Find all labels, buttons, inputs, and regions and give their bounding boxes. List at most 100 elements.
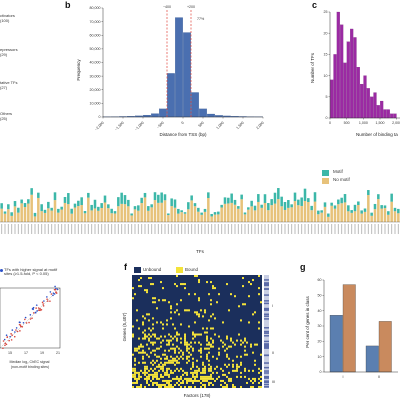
heatmap-cell-bound: [198, 315, 200, 318]
heatmap-cell-bound: [160, 321, 162, 324]
bar-no-motif: [123, 204, 127, 222]
tf-tick-label: [294, 224, 296, 234]
cluster-bar-stripe: [264, 362, 269, 364]
bar-no-motif: [270, 205, 273, 222]
heatmap-cell-bound: [172, 343, 174, 346]
heatmap-cell-bound: [170, 339, 172, 342]
heatmap-cell-bound: [144, 317, 146, 320]
heatmap-cell-bound: [198, 313, 200, 316]
heatmap-cell-bound: [146, 381, 148, 384]
bar-motif: [163, 194, 167, 201]
heatmap-cell-bound: [204, 365, 206, 368]
bar-no-motif: [303, 201, 307, 222]
heatmap-cell-bound: [168, 367, 170, 370]
heatmap-cell-bound: [164, 383, 166, 386]
bar-motif: [390, 193, 393, 202]
histogram-bar: [343, 62, 347, 119]
heatmap-cell-bound: [146, 365, 148, 368]
cluster-bar-stripe: [264, 381, 269, 384]
tf-tick-label: [254, 224, 256, 234]
scatter-point: [40, 308, 43, 311]
bar-no-motif: [307, 202, 310, 222]
y-tick-label: 25: [324, 10, 328, 14]
tf-tick-label: [14, 224, 16, 234]
tf-tick-label: [317, 224, 319, 234]
tf-tick-label: [257, 224, 259, 234]
bar-motif: [220, 204, 223, 208]
bar-no-motif: [103, 202, 107, 222]
tf-tick-label: [207, 224, 209, 234]
heatmap-cell-bound: [136, 377, 138, 380]
legend-swatch-motif: [322, 170, 329, 176]
panel-c-ylabel: Number of TFs: [310, 52, 315, 83]
y-tick-label: 80,000: [90, 6, 101, 10]
bar-no-motif: [363, 211, 367, 222]
bar-motif: [20, 199, 23, 204]
heatmap-cell-bound: [152, 327, 154, 330]
x-tick-label: −2,000: [94, 121, 105, 132]
bar-motif: [280, 196, 283, 207]
heatmap-cell-bound: [158, 383, 160, 386]
heatmap-cell-bound: [134, 363, 136, 366]
bar-no-motif: [387, 214, 390, 222]
cluster-bar-stripe: [264, 300, 269, 302]
tf-tick-label: [37, 224, 39, 234]
cluster-bar-stripe: [264, 375, 269, 378]
heatmap-cell-bound: [170, 317, 172, 320]
heatmap-cell-bound: [158, 369, 160, 372]
heatmap-cell-bound: [182, 353, 184, 356]
tf-tick-label: [324, 224, 326, 234]
heatmap-cell-bound: [160, 373, 162, 376]
bar-motif: [37, 192, 40, 198]
tf-tick-label: [17, 224, 19, 234]
histogram-bar: [353, 37, 357, 119]
scatter-point: [21, 325, 24, 328]
heatmap-cell-bound: [214, 367, 216, 370]
bar-no-motif: [217, 214, 220, 222]
heatmap-cell-bound: [188, 325, 190, 328]
bar-motif: [363, 208, 367, 212]
heatmap-cell-bound: [222, 379, 224, 382]
heatmap-cell-bound: [152, 349, 154, 352]
bar-motif: [217, 211, 220, 215]
panel-label-f: f: [124, 262, 127, 272]
heatmap-cell-bound: [226, 335, 228, 338]
heatmap-cell-bound: [152, 301, 154, 304]
heatmap-cell-bound: [168, 379, 170, 382]
bar-no-motif: [197, 211, 200, 222]
cluster-bar-stripe: [264, 332, 269, 334]
heatmap-cell-bound: [258, 377, 260, 380]
annotation-minus-400: −400: [163, 5, 171, 9]
heatmap-cell-bound: [184, 337, 186, 340]
heatmap-cell-bound: [186, 361, 188, 364]
bar-no-motif: [300, 205, 303, 222]
heatmap-cell-bound: [174, 369, 176, 372]
heatmap-cell-bound: [232, 359, 234, 362]
bar-no-motif: [3, 213, 7, 222]
heatmap-cell-bound: [260, 385, 262, 388]
bar-motif: [197, 207, 200, 212]
bar-no-motif: [297, 205, 300, 222]
heatmap-cell-bound: [140, 385, 142, 388]
heatmap-cell-bound: [176, 359, 178, 362]
tf-tick-label: [27, 224, 29, 234]
heatmap-cell-bound: [156, 337, 158, 340]
bar-motif: [70, 208, 73, 214]
heatmap-cell-bound: [180, 299, 182, 302]
scatter-point: [14, 331, 16, 333]
heatmap-cell-bound: [222, 369, 224, 372]
bar-motif: [307, 198, 310, 203]
tf-tick-label: [181, 224, 183, 234]
heatmap-cell-bound: [246, 341, 248, 344]
scatter-point: [49, 300, 51, 302]
cluster-bar-stripe: [264, 343, 269, 346]
heatmap-cell-bound: [186, 347, 188, 350]
tf-tick-label: [21, 224, 23, 234]
bar-no-motif: [160, 202, 163, 222]
heatmap-cell-bound: [196, 311, 198, 314]
tf-tick-label: [7, 224, 9, 234]
y-tick-label: 70,000: [90, 20, 101, 24]
scatter-point: [46, 300, 49, 302]
heatmap-cell-bound: [210, 345, 212, 348]
heatmap-cell-bound: [146, 313, 148, 316]
